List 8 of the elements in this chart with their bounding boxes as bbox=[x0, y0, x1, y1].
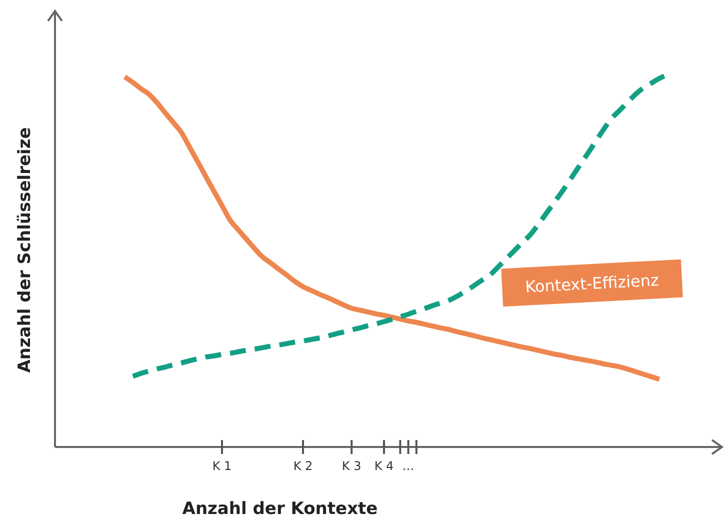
x-tick-label: K 3 bbox=[342, 459, 362, 473]
y-axis-title: Anzahl der Schlüsselreize bbox=[15, 127, 35, 373]
x-tick-label: K 2 bbox=[293, 459, 313, 473]
x-tick-label: … bbox=[402, 459, 414, 473]
x-tick-label: K 1 bbox=[212, 459, 232, 473]
x-tick-label: K 4 bbox=[374, 459, 394, 473]
x-axis-title: Anzahl der Kontexte bbox=[182, 499, 378, 519]
text: Kontext-Effizienz bbox=[524, 270, 660, 296]
